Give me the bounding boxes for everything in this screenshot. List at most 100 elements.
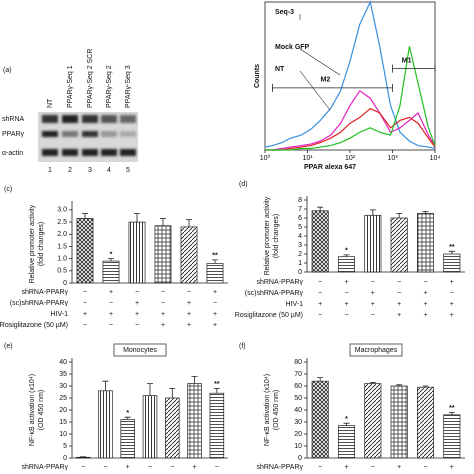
- condition-sign: +: [109, 311, 113, 318]
- y-tick-label: 0: [63, 280, 67, 287]
- y-tick-label: 20: [294, 431, 302, 438]
- condition-sign: +: [450, 279, 454, 286]
- condition-sign: +: [126, 464, 130, 471]
- condition-label: Rosiglitazone (50 µM): [0, 322, 68, 329]
- error-bar: [102, 380, 109, 391]
- y-tick-label: 1.5: [57, 243, 67, 250]
- axes: [306, 358, 465, 459]
- condition-sign: +: [423, 290, 427, 297]
- condition-sign: +: [161, 322, 165, 329]
- condition-sign: +: [187, 322, 191, 329]
- series-line: [264, 0, 436, 150]
- condition-sign: +: [397, 464, 401, 471]
- condition-sign: −: [423, 279, 427, 286]
- axes: [306, 196, 465, 273]
- error-bar: [317, 206, 324, 211]
- y-axis-label: NF-κB activation (x10⁴): [29, 374, 36, 446]
- bar: [180, 226, 198, 284]
- error-bar: [343, 422, 350, 426]
- condition-sign: −: [148, 464, 152, 471]
- condition-sign: +: [135, 311, 139, 318]
- error-bar: [147, 383, 153, 396]
- bar: [154, 225, 172, 284]
- condition-label: shRNA-PPARγ: [256, 279, 303, 286]
- y-tick-label: 2.5: [57, 219, 67, 226]
- y-tick-label: 3.0: [57, 207, 67, 214]
- plot-frame: [264, 1, 436, 151]
- y-tick-label: 2.0: [57, 231, 67, 238]
- bar: [142, 395, 158, 459]
- condition-sign: −: [161, 300, 165, 307]
- condition-sign: +: [450, 301, 454, 308]
- y-tick-label: 20: [59, 407, 67, 414]
- condition-sign: −: [344, 312, 348, 319]
- title-box: [349, 343, 403, 357]
- condition-sign: −: [187, 289, 191, 296]
- series-line: [265, 89, 436, 151]
- significance: **: [449, 405, 455, 412]
- label-pointer: [299, 70, 331, 111]
- y-axis-label: NF-κB activation (x10⁴): [264, 374, 271, 446]
- significance: **: [214, 381, 220, 388]
- lane-label: PPARγ-Seq 2 SCR: [87, 49, 94, 108]
- condition-sign: +: [423, 301, 427, 308]
- y-tick-label: 10: [294, 443, 302, 450]
- y-tick-label: 40: [59, 359, 67, 366]
- error-bar: [160, 218, 166, 226]
- condition-sign: −: [397, 290, 401, 297]
- condition-sign: −: [397, 279, 401, 286]
- y-tick-label: 0: [298, 455, 302, 462]
- y-axis-label: Relative promoter activity: [29, 204, 36, 283]
- bar: [209, 392, 225, 459]
- y-tick-label: 0: [298, 269, 302, 276]
- condition-sign: −: [83, 322, 87, 329]
- y-tick-label: 15: [59, 419, 67, 426]
- significance: *: [110, 251, 113, 258]
- y-tick-label: 3: [298, 242, 302, 249]
- bar: [390, 385, 408, 459]
- y-tick-label: 6: [298, 215, 302, 222]
- bar: [128, 221, 146, 284]
- y-tick-label: 5: [63, 443, 67, 450]
- panel-label: (f): [239, 343, 246, 350]
- blot-panel: (a): [3, 67, 138, 162]
- error-bar: [213, 388, 220, 394]
- condition-sign: −: [135, 322, 139, 329]
- condition-label: (sc)shRNA-PPARγ: [245, 290, 304, 297]
- significance: **: [449, 244, 455, 251]
- error-bar: [422, 211, 429, 214]
- title-box: [113, 343, 167, 357]
- condition-sign: −: [423, 464, 427, 471]
- condition-sign: +: [371, 301, 375, 308]
- x-axis-label: PPAR alexa 647: [304, 164, 356, 171]
- condition-sign: +: [213, 289, 217, 296]
- y-tick-label: 10: [59, 431, 67, 438]
- condition-sign: +: [344, 279, 348, 286]
- lane-label: PPARγ-Seq 2: [106, 65, 113, 108]
- y-tick-label: 1.0: [57, 255, 67, 262]
- lane-number: 5: [126, 167, 130, 174]
- condition-sign: −: [109, 300, 113, 307]
- y-tick-label: 70: [294, 371, 302, 378]
- row-label: shRNA: [2, 116, 25, 123]
- y-tick-label: 7: [298, 206, 302, 213]
- error-bar: [369, 382, 376, 384]
- condition-label: (sc)shRNA-PPARγ: [10, 300, 69, 307]
- error-bar: [124, 416, 131, 420]
- condition-sign: −: [371, 312, 375, 319]
- bar: [364, 214, 382, 273]
- y-tick-label: 8: [298, 197, 302, 204]
- error-bar: [422, 385, 429, 388]
- lane-label: PPARγ-Seq 1: [67, 65, 74, 108]
- gate-label: M1: [402, 57, 412, 64]
- bar: [311, 380, 329, 459]
- condition-sign: −: [215, 464, 219, 471]
- condition-sign: +: [109, 289, 113, 296]
- bar: [187, 383, 202, 459]
- y-axis-label: Counts: [254, 64, 261, 88]
- condition-sign: +: [161, 311, 165, 318]
- y-tick-label: 1: [298, 260, 302, 267]
- x-tick-label: 10⁰: [260, 154, 271, 162]
- series-label: NT: [275, 66, 285, 73]
